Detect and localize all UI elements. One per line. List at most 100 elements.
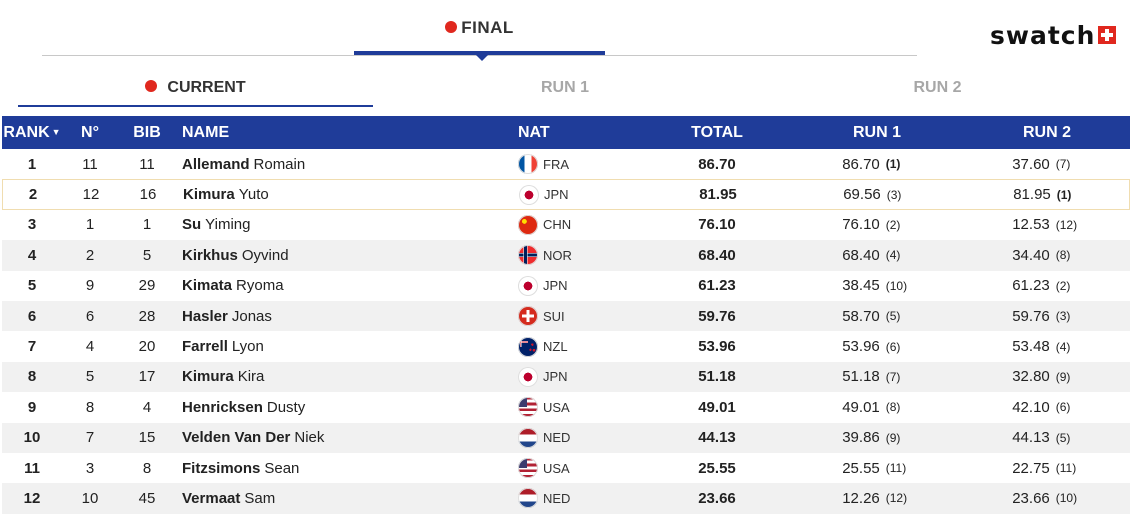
run1-score: 39.86 — [842, 429, 880, 447]
nation-cell: CHN — [518, 210, 638, 240]
run2-score-cell: 81.95 (1) — [973, 180, 1123, 208]
bib-cell: 16 — [139, 186, 157, 204]
nation-code: NED — [543, 490, 571, 506]
athlete-first-name: Ryoma — [236, 277, 284, 295]
table-row[interactable]: 6 6 28 Hasler Jonas SUI 59.76 58.70 (5) 59… — [2, 300, 1130, 332]
athlete-last-name: Hasler — [182, 307, 228, 325]
table-row[interactable]: 4 2 5 Kirkhus Oyvind NOR 68.40 68.40 (4) 3… — [2, 240, 1130, 271]
table-body: 1 11 11 Allemand Romain FRA 86.70 86.70 (1… — [2, 149, 1130, 514]
run2-score: 59.76 — [1012, 307, 1050, 325]
run1-position: (2) — [885, 217, 901, 232]
nation-cell: NED — [518, 483, 638, 513]
tab-current-label: CURRENT — [167, 79, 246, 96]
table-row[interactable]: 10 7 15 Velden Van Der Niek NED 44.13 39.… — [2, 422, 1130, 453]
athlete-last-name: Su — [182, 216, 202, 234]
table-row[interactable]: 3 1 1 Su Yiming CHN 76.10 76.10 (2) 12.53 (… — [2, 210, 1130, 240]
athlete-name-cell: Vermaat Sam — [182, 483, 502, 513]
table-row[interactable]: 8 5 17 Kimura Kira JPN 51.18 51.18 (7) 32.… — [2, 361, 1130, 393]
run1-score: 86.70 — [842, 155, 880, 173]
run1-position: (10) — [885, 278, 908, 293]
nation-code: JPN — [543, 369, 568, 385]
table-row[interactable]: 7 4 20 Farrell Lyon NZL 53.96 53.96 (6) 53… — [2, 331, 1130, 361]
bib-cell: 15 — [138, 429, 156, 447]
athlete-last-name: Farrell — [182, 338, 228, 356]
run2-score-cell: 37.60 (7) — [972, 149, 1122, 179]
run2-position: (7) — [1055, 157, 1071, 172]
run1-position: (8) — [885, 400, 901, 415]
number-cell: 2 — [85, 246, 95, 264]
run1-score: 76.10 — [842, 216, 880, 234]
tab-run2[interactable]: RUN 2 — [750, 70, 1125, 106]
rank-cell: 11 — [24, 459, 40, 477]
nation-code: FRA — [543, 156, 569, 172]
athlete-name-cell: Kirkhus Oyvind — [182, 240, 502, 270]
athlete-name-cell: Kimura Kira — [182, 362, 502, 392]
athlete-name-cell: Allemand Romain — [182, 149, 502, 179]
run2-position: (12) — [1055, 217, 1078, 232]
run2-position: (2) — [1055, 278, 1071, 293]
nation-code: CHN — [543, 217, 572, 233]
rank-cell: 9 — [27, 398, 37, 416]
table-row[interactable]: 2 12 16 Kimura Yuto JPN 81.95 69.56 (3) 81… — [2, 179, 1130, 210]
table-row[interactable]: 12 10 45 Vermaat Sam NED 23.66 12.26 (12) … — [2, 483, 1130, 514]
run1-score-cell: 25.55 (11) — [802, 453, 952, 483]
run1-score-cell: 38.45 (10) — [802, 271, 952, 301]
nation-code: USA — [543, 460, 570, 476]
column-header-name: NAME — [182, 123, 230, 141]
athlete-first-name: Sean — [264, 459, 300, 477]
athlete-name-cell: Kimura Yuto — [183, 180, 503, 208]
athlete-last-name: Fitzsimons — [182, 459, 261, 477]
nation-cell: NZL — [518, 331, 638, 361]
tab-current[interactable]: CURRENT — [18, 70, 373, 106]
run2-score: 32.80 — [1012, 368, 1050, 386]
run2-score: 23.66 — [1012, 489, 1050, 507]
table-row[interactable]: 5 9 29 Kimata Ryoma JPN 61.23 38.45 (10) 6… — [2, 271, 1130, 301]
nation-cell: NOR — [518, 240, 638, 270]
run1-score: 12.26 — [842, 489, 880, 507]
table-row[interactable]: 11 3 8 Fitzsimons Sean USA 25.55 25.55 (11… — [2, 453, 1130, 483]
flag-icon — [518, 458, 538, 479]
bib-cell: 17 — [138, 368, 156, 386]
flag-icon — [519, 184, 539, 205]
column-header-rank[interactable]: RANK ▼ — [2, 116, 62, 149]
run2-score-cell: 53.48 (4) — [972, 331, 1122, 361]
athlete-name-cell: Su Yiming — [182, 210, 502, 240]
number-cell: 5 — [85, 368, 95, 386]
run2-score: 81.95 — [1013, 186, 1051, 204]
run1-position: (7) — [885, 369, 901, 384]
athlete-last-name: Allemand — [182, 155, 250, 173]
number-cell: 4 — [85, 338, 95, 356]
sort-down-icon: ▼ — [51, 126, 61, 137]
tab-run1[interactable]: RUN 1 — [380, 70, 750, 106]
run2-score: 37.60 — [1012, 155, 1050, 173]
athlete-first-name: Yiming — [205, 216, 251, 234]
run2-position: (10) — [1055, 491, 1078, 506]
live-dot-icon — [145, 80, 158, 92]
run1-score: 68.40 — [842, 246, 880, 264]
run2-position: (9) — [1055, 369, 1071, 384]
athlete-last-name: Kimura — [182, 368, 234, 386]
run1-position: (12) — [885, 491, 908, 506]
number-cell: 11 — [82, 155, 98, 173]
table-row[interactable]: 1 11 11 Allemand Romain FRA 86.70 86.70 (1… — [2, 149, 1130, 179]
tab-final[interactable]: FINAL — [354, 18, 605, 56]
athlete-last-name: Kirkhus — [182, 246, 238, 264]
tab-run2-label: RUN 2 — [913, 79, 962, 96]
athlete-name-cell: Velden Van Der Niek — [182, 423, 502, 453]
number-cell: 3 — [85, 459, 95, 477]
rank-cell: 10 — [23, 429, 41, 447]
table-row[interactable]: 9 8 4 Henricksen Dusty USA 49.01 49.01 (8)… — [2, 392, 1130, 422]
total-score-cell: 44.13 — [698, 429, 736, 447]
run2-score-cell: 42.10 (6) — [972, 392, 1122, 422]
number-cell: 1 — [85, 216, 95, 234]
run1-score-cell: 68.40 (4) — [802, 240, 952, 270]
athlete-first-name: Oyvind — [241, 246, 289, 264]
brand-wordmark: swatch — [990, 20, 1096, 50]
run1-position: (5) — [885, 309, 901, 324]
athlete-first-name: Sam — [244, 489, 276, 507]
run2-position: (3) — [1055, 309, 1071, 324]
nation-cell: USA — [518, 392, 638, 422]
table-header: RANK ▼ N° BIB NAME NAT TOTAL RUN 1 RUN 2 — [2, 116, 1130, 149]
run1-score-cell: 51.18 (7) — [802, 362, 952, 392]
athlete-last-name: Kimura — [183, 186, 235, 204]
